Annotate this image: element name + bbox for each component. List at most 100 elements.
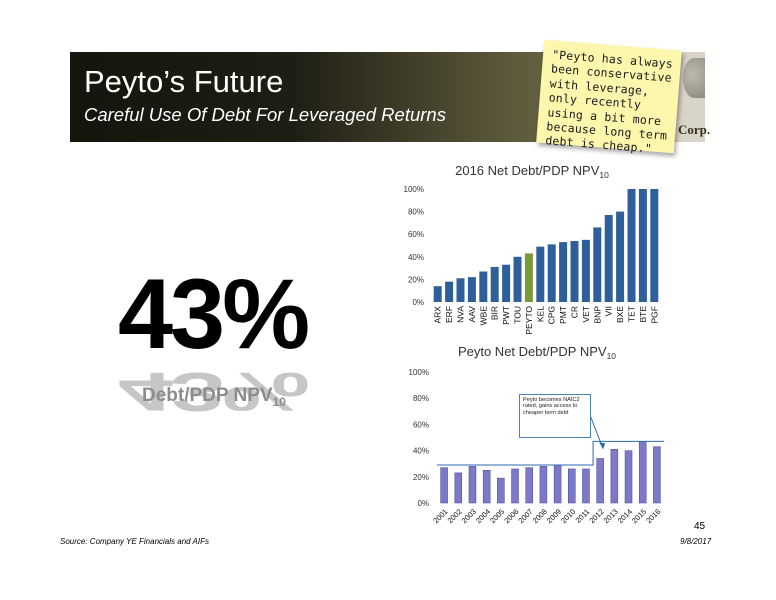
chart1-bar-erf (445, 281, 454, 302)
source-note: Source: Company YE Financials and AIFs (60, 537, 209, 546)
chart2-ytick-label: 0% (417, 499, 429, 508)
highlight-caption-sub: 10 (272, 394, 286, 409)
chart2-ytick-label: 100% (409, 368, 429, 377)
chart2-title: Peyto Net Debt/PDP NPV10 (458, 344, 616, 361)
chart1-category-label: PEYTO (524, 306, 534, 335)
chart1-category-label: BXE (615, 306, 625, 323)
chart2-ytick-label: 20% (413, 473, 429, 482)
chart1-category-label: BNP (592, 306, 602, 324)
chart1-category-label: VII (604, 306, 614, 316)
chart2-category-label: 2014 (616, 507, 634, 525)
chart1-bar-aav (467, 277, 476, 302)
chart2-bar-2009 (553, 464, 562, 504)
chart1-category-label: PGF (649, 306, 659, 323)
chart1-category-label: ERF (444, 306, 454, 323)
globe-icon (683, 58, 705, 98)
chart2-bar-2012 (596, 458, 604, 504)
chart1-ytick-label: 60% (408, 230, 424, 239)
chart1-category-label: AAV (467, 306, 477, 323)
chart2-bar-2007 (525, 467, 533, 504)
highlight-caption: Debt/PDP NPV10 (142, 385, 286, 409)
chart1-category-label: PWT (501, 306, 511, 325)
chart2-ytick-label: 40% (413, 447, 429, 456)
chart1-category-label: CR (570, 306, 580, 318)
chart2-category-label: 2015 (630, 507, 648, 525)
chart2-category-label: 2002 (446, 507, 464, 525)
chart1-bar-tou (513, 256, 522, 302)
chart1-bar-pmt (559, 242, 568, 302)
chart2-bar-2006 (511, 468, 519, 504)
chart2-bar-2011 (582, 468, 590, 504)
chart2-category-label: 2003 (460, 507, 478, 525)
chart1-category-label: PMT (558, 306, 568, 324)
chart1-bar-pgf (650, 189, 659, 302)
chart1-bar-pwt (502, 264, 511, 302)
chart1-bar-bnp (593, 227, 602, 302)
chart1-bar-bte (638, 189, 647, 302)
chart2-bar-2015 (638, 441, 647, 504)
chart1-category-label: TET (627, 306, 637, 322)
chart2-category-label: 2005 (488, 507, 506, 525)
chart2-bar-2001 (440, 467, 448, 504)
chart1-category-label: BIR (490, 306, 500, 320)
chart1-bar-nva (456, 278, 465, 302)
page-subtitle: Careful Use Of Debt For Leveraged Return… (84, 104, 446, 125)
highlight-caption-text: Debt/PDP NPV (142, 385, 273, 406)
chart2-bar-2013 (610, 449, 619, 504)
chart1-ytick-label: 40% (408, 253, 424, 262)
chart1-category-label: TOU (513, 306, 523, 324)
chart-annotation: Peyto becomes NAIC2 rated, gains access … (519, 394, 591, 438)
chart2-category-label: 2010 (559, 507, 577, 525)
chart1-bar-wbe (479, 271, 488, 302)
chart1-category-label: WBE (478, 306, 488, 326)
chart1-category-label: NVA (456, 306, 466, 323)
chart2-category-label: 2007 (516, 507, 534, 525)
chart1-bar-vet (581, 239, 590, 302)
chart2-bar-2003 (468, 466, 477, 504)
chart2-category-label: 2006 (502, 507, 520, 525)
highlight-value: 43% (118, 258, 310, 369)
chart1-ytick-label: 100% (404, 185, 424, 194)
chart1-bar-bxe (616, 211, 625, 302)
chart2-category-label: 2013 (602, 507, 620, 525)
chart2-category-label: 2001 (431, 507, 449, 525)
page-title: Peyto’s Future (84, 64, 284, 99)
chart1-bar-peyto (524, 253, 533, 302)
chart2-ytick-label: 60% (413, 420, 429, 429)
chart2-category-label: 2008 (531, 507, 549, 525)
page-number: 45 (694, 521, 706, 532)
chart2-reference-line (437, 440, 664, 466)
chart2-category-label: 2009 (545, 507, 563, 525)
chart2-arrow-head-icon (599, 442, 606, 450)
chart1-bar-cr (570, 240, 579, 302)
chart1-bar-vii (604, 214, 613, 302)
chart1-ytick-label: 20% (408, 275, 424, 284)
footer-date: 9/8/2017 (680, 537, 712, 546)
chart1-bar-cpg (547, 244, 556, 302)
chart1-category-label: CPG (547, 306, 557, 324)
chart2-bar-2008 (539, 466, 548, 504)
chart2-category-label: 2016 (644, 507, 662, 525)
chart1-category-label: VET (581, 306, 591, 323)
chart2-bar-2010 (568, 468, 576, 504)
chart2-category-label: 2012 (587, 507, 605, 525)
chart1-category-label: KEL (535, 306, 545, 322)
chart2-bar-2002 (454, 472, 463, 504)
chart1-ytick-label: 0% (412, 298, 424, 307)
chart2-ytick-label: 80% (413, 394, 429, 403)
chart2-bar-2005 (497, 477, 505, 504)
chart1-title: 2016 Net Debt/PDP NPV10 (455, 163, 609, 180)
logo-text: Corp. (678, 122, 711, 137)
chart1-category-label: BTE (638, 306, 648, 323)
chart2-category-label: 2004 (474, 507, 492, 525)
chart2-bar-2016 (653, 446, 661, 504)
chart1-category-label: ARX (433, 306, 443, 324)
chart1-ytick-label: 80% (408, 208, 424, 217)
chart2-bar-2014 (624, 450, 633, 504)
chart1-bar-tet (627, 189, 636, 302)
chart1-bar-bir (490, 266, 499, 302)
chart2-category-label: 2011 (574, 507, 592, 525)
chart1-bar-kel (536, 246, 545, 302)
chart2-bar-2004 (482, 470, 491, 504)
